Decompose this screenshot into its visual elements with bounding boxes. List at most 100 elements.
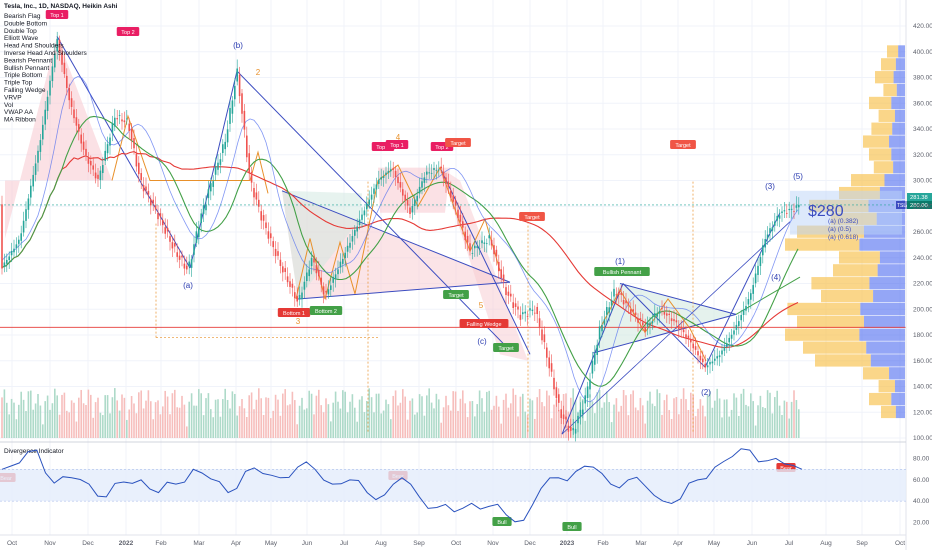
volume-bar xyxy=(25,411,27,438)
vrvp-bar-up xyxy=(839,251,880,264)
last-price-badge-bg-2 xyxy=(907,201,932,209)
candle-body xyxy=(500,269,502,278)
candle-body xyxy=(416,195,418,202)
volume-bar xyxy=(560,414,562,438)
y-tick-label: 160.00 xyxy=(913,358,932,365)
candle-body xyxy=(301,292,303,300)
x-tick-label: Mar xyxy=(193,540,205,547)
volume-bar xyxy=(601,407,603,438)
top2-tag-a-bg xyxy=(116,27,140,36)
volume-bar xyxy=(596,392,598,438)
vrvp-bar-down xyxy=(892,122,905,135)
volume-bar xyxy=(109,413,111,438)
y-tick-label: 340.00 xyxy=(913,126,932,133)
candle-body xyxy=(61,52,63,65)
candle-body xyxy=(538,318,541,329)
indicator-legend-item: Double Top xyxy=(4,28,37,35)
candle-body xyxy=(10,251,13,256)
volume-bar xyxy=(279,415,282,438)
vrvp-bar-down xyxy=(898,45,905,58)
volume-bar xyxy=(723,399,726,438)
volume-bar xyxy=(486,391,488,438)
volume-bar xyxy=(274,394,277,438)
candle-body xyxy=(366,203,368,210)
candle-body xyxy=(754,273,757,284)
volume-bar xyxy=(404,396,406,438)
candle-body xyxy=(63,62,66,75)
volume-bar xyxy=(615,398,618,438)
volume-bar xyxy=(646,400,649,438)
volume-bar xyxy=(694,416,697,438)
candle-body xyxy=(663,311,666,315)
candle-body xyxy=(118,115,121,116)
candle-body xyxy=(529,308,531,311)
candle-body xyxy=(430,172,433,174)
volume-bar xyxy=(30,390,32,438)
wave-label-b: (b) xyxy=(233,41,243,50)
volume-bar xyxy=(517,416,519,438)
wave-label-2: (2) xyxy=(701,388,711,397)
candle-body xyxy=(210,183,212,192)
vrvp-bar-up xyxy=(797,315,864,328)
osc-bull-tag-2: Bull xyxy=(567,525,576,531)
candle-body xyxy=(39,140,42,152)
candle-body xyxy=(70,98,73,107)
volume-bar xyxy=(613,404,615,438)
volume-bar xyxy=(514,394,517,438)
candle-body xyxy=(123,120,126,123)
candle-body xyxy=(418,186,421,194)
candle-body xyxy=(315,265,318,274)
volume-bar xyxy=(188,401,190,438)
candle-body xyxy=(265,222,267,229)
vrvp-bar-up xyxy=(887,45,899,58)
candle-body xyxy=(195,231,198,243)
volume-bar xyxy=(94,402,97,438)
volume-bar xyxy=(262,415,265,438)
volume-bar xyxy=(764,408,766,438)
candle-body xyxy=(406,200,409,206)
candle-body xyxy=(169,236,171,242)
candle-body xyxy=(68,87,70,101)
volume-bar xyxy=(740,393,742,438)
volume-bar xyxy=(207,393,210,438)
volume-bar xyxy=(771,413,774,438)
candle-body xyxy=(596,344,598,355)
volume-bar xyxy=(229,408,231,438)
vrvp-bar-up xyxy=(785,238,860,251)
volume-bar xyxy=(116,400,118,438)
x-tick-label: May xyxy=(708,540,721,547)
candle-body xyxy=(594,353,596,365)
orange-label-3: 3 xyxy=(296,317,301,326)
volume-bar xyxy=(294,400,296,438)
x-tick-label: Mar xyxy=(635,540,647,547)
candle-body xyxy=(534,312,536,314)
candle-body xyxy=(378,179,380,184)
candle-body xyxy=(99,170,102,181)
volume-bar xyxy=(102,415,104,438)
candle-body xyxy=(670,318,673,322)
volume-bar xyxy=(625,395,627,438)
y-tick-label: 320.00 xyxy=(913,152,932,159)
volume-bar xyxy=(308,390,310,438)
volume-bar xyxy=(219,416,222,438)
candle-body xyxy=(147,190,150,195)
y-tick-label: 400.00 xyxy=(913,49,932,56)
candle-body xyxy=(483,242,486,244)
top2-tag-a: Top 2 xyxy=(121,30,134,36)
candle-body xyxy=(162,220,164,226)
candle-body xyxy=(553,377,555,390)
candle-body xyxy=(236,68,238,82)
volume-bar xyxy=(289,404,291,438)
candle-body xyxy=(397,176,399,184)
vrvp-bar-up xyxy=(821,289,874,303)
volume-bar xyxy=(795,400,798,438)
y-tick-label: 180.00 xyxy=(913,332,932,339)
candle-body xyxy=(78,124,80,132)
double-top-zone xyxy=(5,36,112,239)
candle-body xyxy=(445,177,447,184)
osc-y-tick: 80.00 xyxy=(913,456,930,463)
candle-body xyxy=(344,252,346,259)
candle-body xyxy=(166,227,169,232)
